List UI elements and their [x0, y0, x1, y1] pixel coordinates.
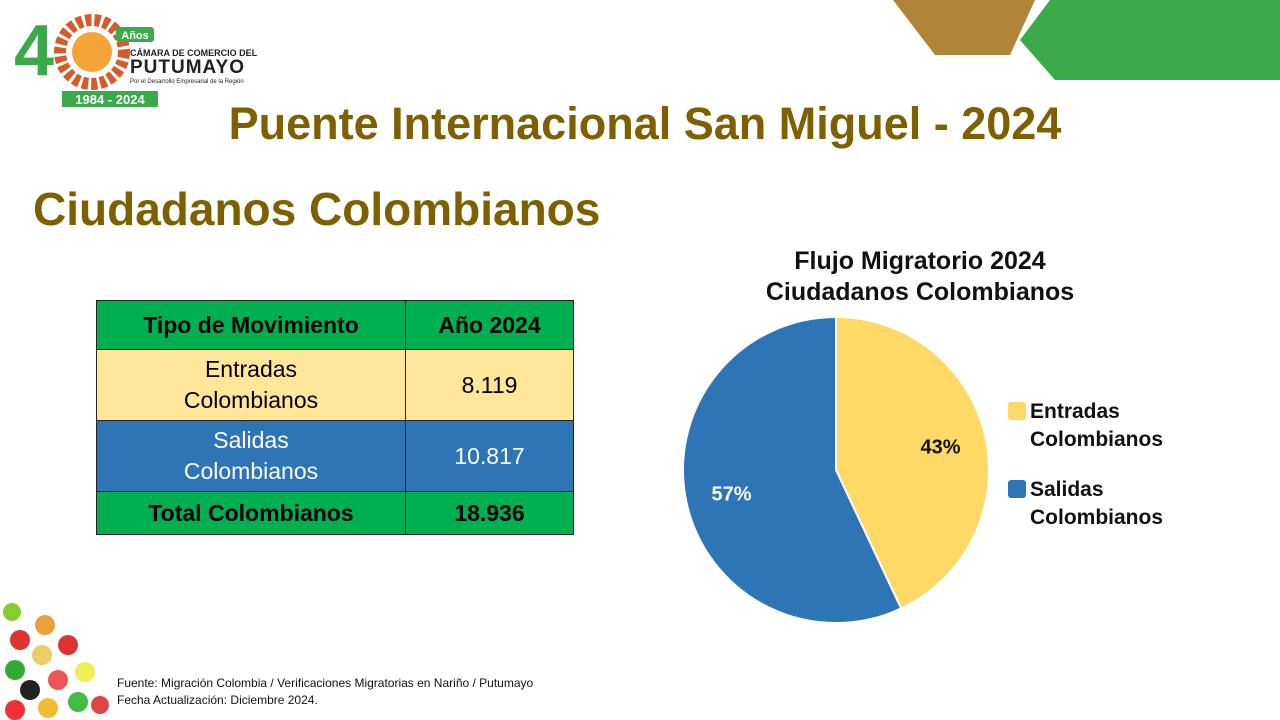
logo-tagline: Por el Desarrollo Empresarial de la Regi…: [130, 79, 244, 85]
data-label: 43%: [921, 437, 961, 459]
logo-badge: Años: [121, 30, 149, 42]
title: Puente Internacional San Miguel - 2024: [228, 98, 1062, 149]
header-cell: Año 2024: [405, 300, 574, 350]
pie-slice: [835, 315, 990, 610]
logo-digit: 4: [14, 11, 54, 91]
legend-label: Salidas Colombianos: [1030, 478, 1164, 529]
cell: Salidas Colombianos: [183, 427, 319, 484]
legend-swatch: [1008, 402, 1026, 420]
logo-line1: CÁMARA DE COMERCIO DEL: [130, 48, 258, 58]
logo: 4 Años CÁMARA DE COMERCIO DEL PUTUMAYO P…: [14, 11, 258, 107]
cell: Total Colombianos: [96, 491, 406, 535]
chart-title: Flujo Migratorio 2024 Ciudadanos Colombi…: [765, 247, 1075, 306]
cell: 10.817: [405, 420, 574, 492]
cell: 18.936: [405, 491, 574, 535]
legend-item: Salidas Colombianos: [1008, 476, 1208, 532]
pie-slice: [682, 315, 903, 624]
cell: 8.119: [405, 349, 574, 421]
legend-label: Entradas Colombianos: [1030, 400, 1164, 451]
source-note: Fuente: Migración Colombia / Verificacio…: [117, 676, 534, 690]
logo-years: 1984 - 2024: [75, 92, 145, 107]
table: Tipo de Movimiento Año 2024 Entradas Col…: [96, 300, 574, 535]
legend-item: Entradas Colombianos: [1008, 398, 1208, 454]
data-label: 57%: [711, 483, 751, 505]
legend-swatch: [1008, 480, 1026, 498]
update-note: Fecha Actualización: Diciembre 2024.: [117, 693, 318, 707]
cell: Entradas Colombianos: [183, 356, 319, 413]
subtitle: Ciudadanos Colombianos: [33, 183, 601, 235]
logo-line2: PUTUMAYO: [130, 57, 245, 78]
